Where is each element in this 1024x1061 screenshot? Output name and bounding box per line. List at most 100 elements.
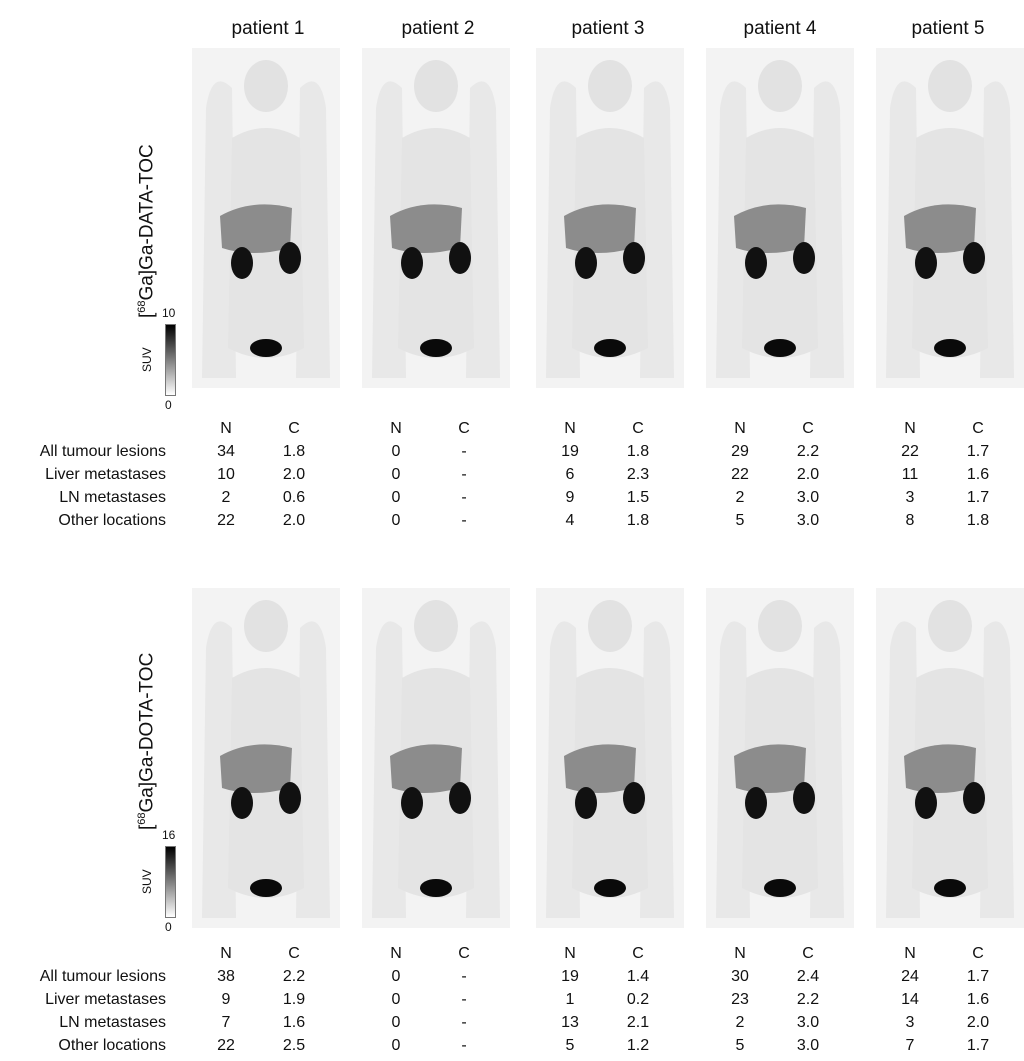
suv-max: 10 [162,306,176,320]
cell-n: 19 [561,968,579,985]
cell-n: 7 [221,1014,231,1031]
scan-image-p1-patient-3 [536,48,684,388]
cell-c: 2.0 [282,466,306,483]
cell-n: 2 [735,1014,745,1031]
cell-c: - [461,968,467,985]
scan-image-p2-patient-1 [192,588,340,928]
cell-n: 22 [217,1037,235,1054]
column-header-c: C [972,420,984,437]
cell-n: 0 [391,968,401,985]
cell-c: - [461,466,467,483]
cell-c: 1.6 [966,991,990,1008]
cell-c: 3.0 [796,489,820,506]
cell-n: 9 [565,489,575,506]
cell-c: 2.2 [282,968,306,985]
column-header-c: C [288,420,300,437]
cell-n: 0 [391,443,401,460]
cell-n: 13 [561,1014,579,1031]
cell-n: 2 [735,489,745,506]
cell-c: 3.0 [796,512,820,529]
cell-c: 1.8 [626,443,650,460]
scan-image-p1-patient-2 [362,48,510,388]
cell-c: 3.0 [796,1037,820,1054]
scan-image-p1-patient-1 [192,48,340,388]
cell-n: 0 [391,991,401,1008]
cell-c: 1.4 [626,968,650,985]
cell-c: 1.6 [282,1014,306,1031]
cell-c: 2.2 [796,443,820,460]
cell-c: - [461,991,467,1008]
cell-n: 10 [217,466,235,483]
suv-gradient-bar [165,846,176,918]
suv-scale-bottom: 16 SUV 0 [138,828,178,948]
cell-c: 1.8 [282,443,306,460]
cell-c: - [461,1014,467,1031]
cell-n: 0 [391,512,401,529]
column-header-c: C [802,945,814,962]
cell-c: - [461,443,467,460]
cell-c: 1.7 [966,443,990,460]
column-header-c: C [632,945,644,962]
cell-c: 1.5 [626,489,650,506]
cell-c: 1.2 [626,1037,650,1054]
scan-image-p2-patient-4 [706,588,854,928]
row-label: Liver metastases [45,991,166,1008]
column-header-c: C [802,420,814,437]
cell-n: 22 [731,466,749,483]
cell-c: 1.8 [966,512,990,529]
cell-c: 0.2 [626,991,650,1008]
suv-min: 0 [165,398,172,412]
cell-n: 4 [565,512,575,529]
cell-n: 34 [217,443,235,460]
column-header-c: C [972,945,984,962]
column-header-n: N [564,945,576,962]
cell-c: - [461,512,467,529]
cell-c: 2.0 [282,512,306,529]
scan-image-p1-patient-4 [706,48,854,388]
column-header-n: N [904,945,916,962]
column-header-n: N [390,420,402,437]
cell-n: 19 [561,443,579,460]
cell-n: 22 [901,443,919,460]
patient-header-5: patient 5 [911,18,985,39]
cell-n: 5 [735,1037,745,1054]
cell-n: 29 [731,443,749,460]
cell-n: 1 [565,991,575,1008]
cell-n: 9 [221,991,231,1008]
row-label: Other locations [58,1037,166,1054]
cell-n: 0 [391,489,401,506]
cell-c: 1.7 [966,968,990,985]
row-label: Liver metastases [45,466,166,483]
cell-n: 7 [905,1037,915,1054]
column-header-c: C [458,945,470,962]
cell-n: 38 [217,968,235,985]
cell-n: 14 [901,991,919,1008]
patient-header-2: patient 2 [401,18,475,39]
column-header-n: N [734,945,746,962]
patient-header-4: patient 4 [743,18,817,39]
column-header-n: N [734,420,746,437]
suv-unit: SUV [140,869,154,894]
cell-n: 6 [565,466,575,483]
cell-c: 0.6 [282,489,306,506]
scan-image-p2-patient-5 [876,588,1024,928]
cell-n: 3 [905,489,915,506]
cell-n: 8 [905,512,915,529]
scan-image-p1-patient-5 [876,48,1024,388]
row-label: Other locations [58,512,166,529]
row-label: LN metastases [59,489,166,506]
cell-c: 2.5 [282,1037,306,1054]
tracer-label-top: [68Ga]Ga-DATA-TOC [136,144,158,318]
cell-n: 22 [217,512,235,529]
column-header-n: N [220,945,232,962]
row-label: All tumour lesions [39,968,166,985]
scan-image-p2-patient-3 [536,588,684,928]
column-header-n: N [390,945,402,962]
patient-header-3: patient 3 [571,18,645,39]
cell-n: 23 [731,991,749,1008]
cell-c: 1.7 [966,1037,990,1054]
suv-scale-top: 10 SUV 0 [138,306,178,426]
cell-c: 3.0 [796,1014,820,1031]
row-label: LN metastases [59,1014,166,1031]
